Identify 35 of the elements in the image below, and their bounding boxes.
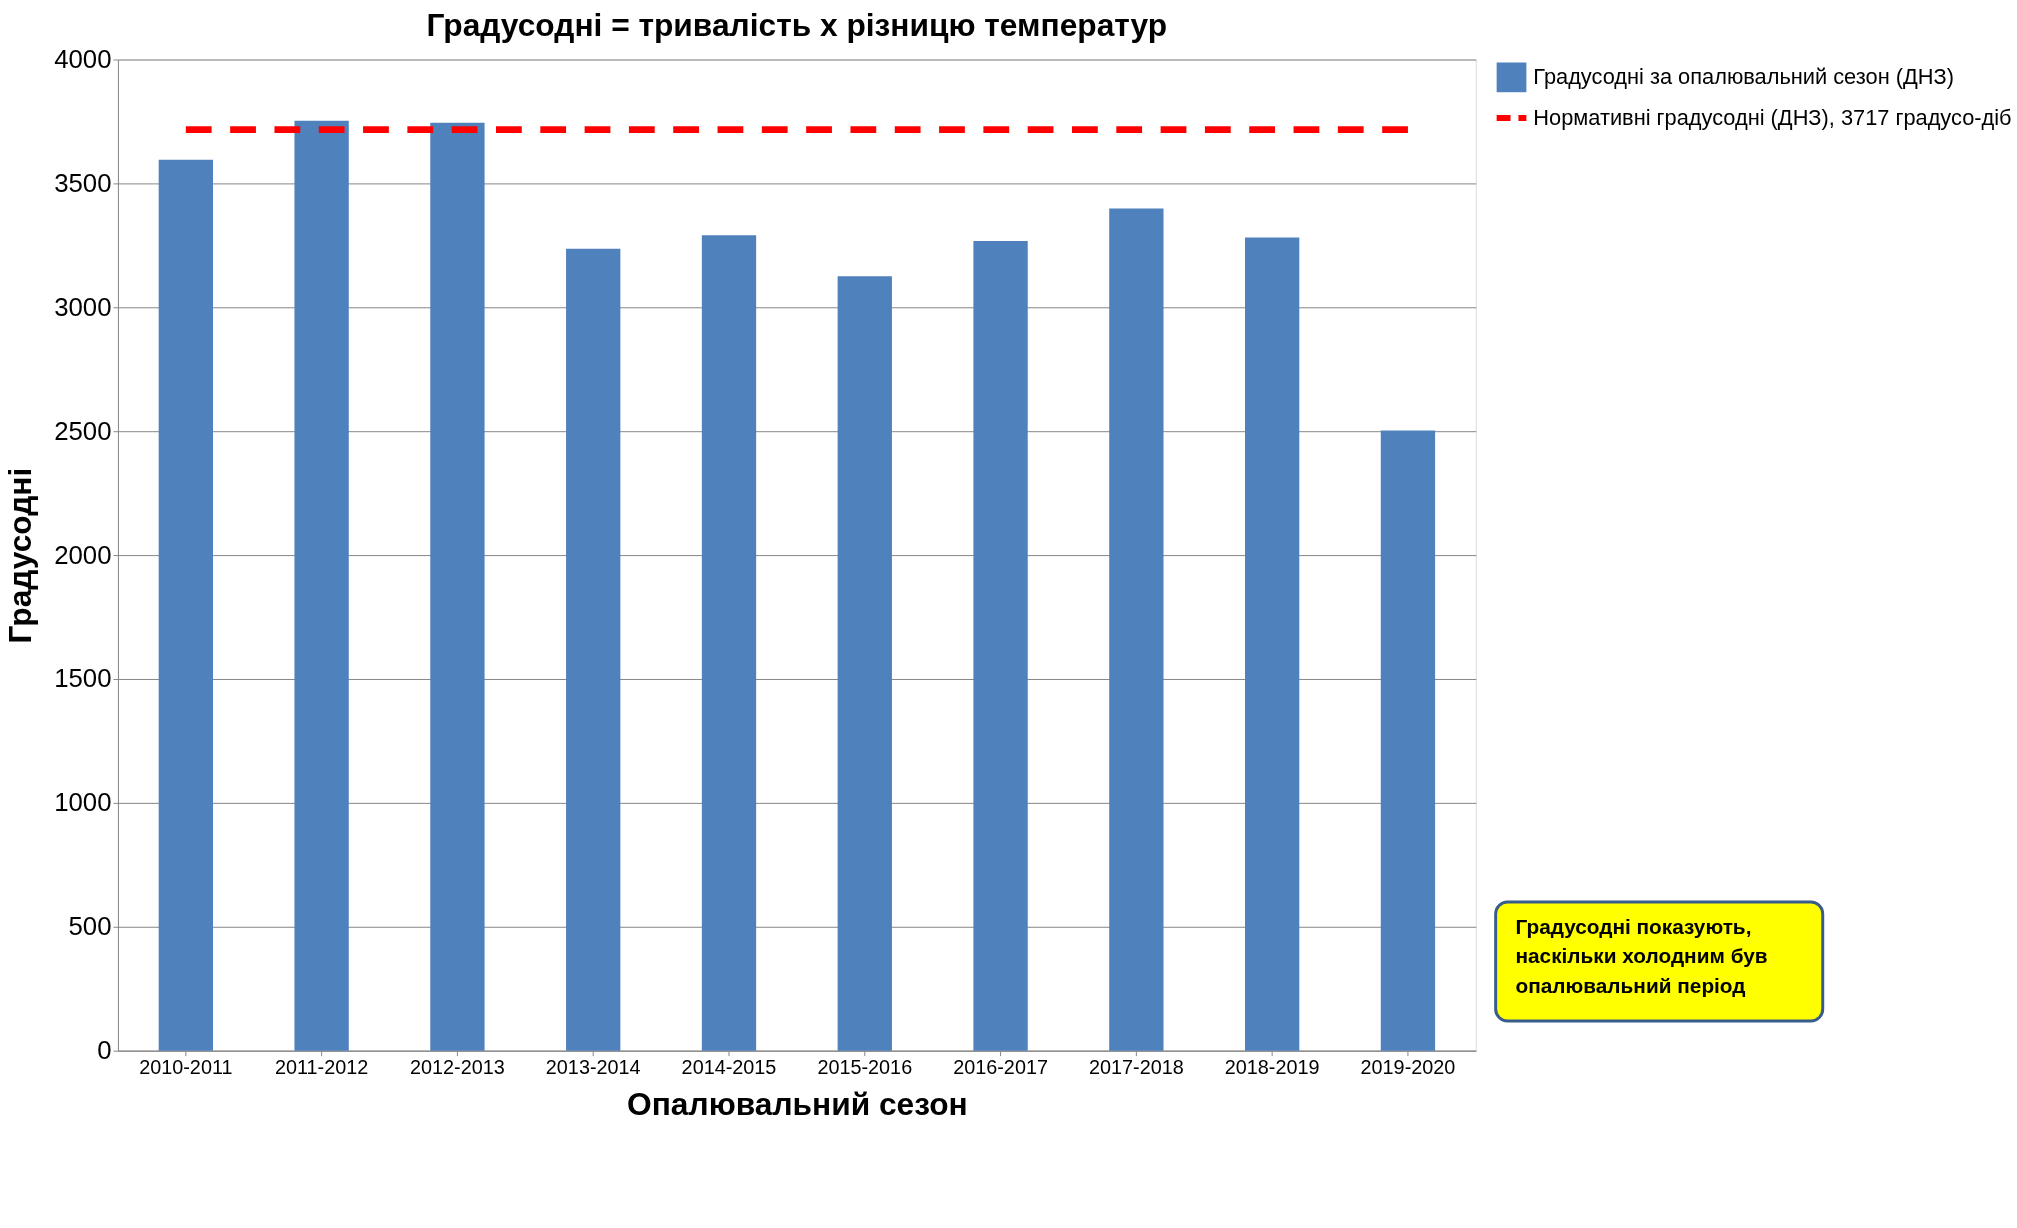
x-tick-label: 2011-2012 <box>274 1055 369 1078</box>
y-tick-label: 3500 <box>54 168 112 197</box>
y-tick-label: 2500 <box>54 416 112 445</box>
bar <box>701 235 757 1051</box>
x-tick-label: 2015-2016 <box>817 1055 913 1078</box>
y-tick-label: 0 <box>97 1036 112 1065</box>
y-tick-label: 500 <box>68 912 112 941</box>
chart-title: Градусодні = тривалість x різницю температур <box>426 6 1168 43</box>
bar <box>973 240 1028 1051</box>
x-tick-label: 2013-2014 <box>545 1055 641 1078</box>
x-tick-label: 2016-2017 <box>953 1055 1048 1078</box>
x-tick-label: 2018-2019 <box>1224 1055 1320 1078</box>
bar <box>1380 430 1436 1051</box>
bar <box>566 248 621 1051</box>
bar <box>837 276 892 1051</box>
legend-label: Градусодні за опалювальний сезон (ДНЗ) <box>1533 64 1954 90</box>
x-tick-label: 2010-2011 <box>139 1055 233 1078</box>
bar <box>158 159 213 1051</box>
bar <box>1244 237 1300 1051</box>
x-tick-label: 2017-2018 <box>1088 1055 1184 1078</box>
x-tick-label: 2019-2020 <box>1360 1055 1456 1078</box>
bar <box>294 120 349 1051</box>
x-axis-title: Опалювальний сезон <box>627 1085 968 1122</box>
y-tick-label: 2000 <box>54 540 112 569</box>
bar <box>430 122 485 1051</box>
x-tick-label: 2012-2013 <box>410 1055 505 1078</box>
y-tick-label: 3000 <box>54 292 112 321</box>
y-tick-label: 1000 <box>54 788 112 817</box>
y-tick-label: 4000 <box>54 44 112 73</box>
legend-label: Нормативні градусодні (ДНЗ), 3717 градусо-діб <box>1533 104 2012 130</box>
y-tick-label: 1500 <box>54 664 112 693</box>
text: Градусодні показують, наскільки холодним був опалювальний період <box>1515 914 1768 998</box>
y-axis-title: Градусодні <box>2 467 39 644</box>
bar <box>1109 208 1164 1051</box>
x-tick-label: 2014-2015 <box>681 1055 777 1078</box>
